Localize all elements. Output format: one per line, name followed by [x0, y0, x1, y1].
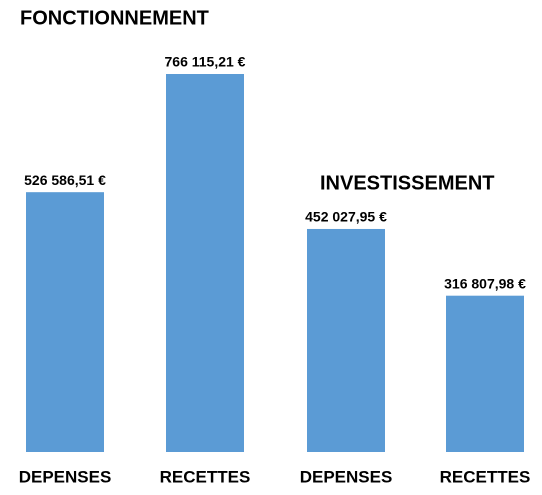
chart-title: FONCTIONNEMENT — [20, 7, 209, 29]
bar — [446, 295, 524, 452]
value-label: 316 807,98 € — [444, 275, 526, 291]
x-tick-label: RECETTES — [160, 467, 251, 486]
bar — [26, 192, 104, 452]
value-label: 766 115,21 € — [165, 54, 246, 70]
chart-title: INVESTISSEMENT — [320, 172, 494, 194]
bar — [166, 74, 244, 452]
bar — [307, 228, 385, 452]
value-label: 526 586,51 € — [24, 172, 106, 188]
x-tick-label: DEPENSES — [19, 467, 112, 486]
x-tick-label: DEPENSES — [300, 467, 393, 486]
x-tick-label: RECETTES — [440, 467, 531, 486]
value-label: 452 027,95 € — [305, 209, 387, 225]
